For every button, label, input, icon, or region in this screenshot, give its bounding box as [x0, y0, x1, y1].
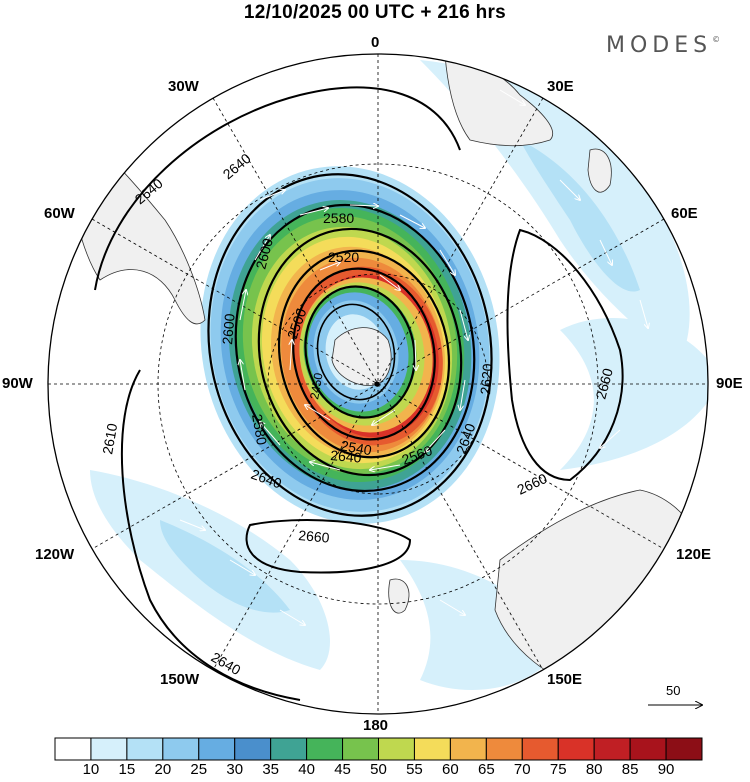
colorbar-swatch [234, 737, 272, 761]
lon-label-180: 180 [363, 717, 389, 734]
colorbar-tick-label: 50 [370, 761, 387, 778]
colorbar-tick-label: 80 [585, 761, 603, 778]
colorbar-swatch [342, 737, 379, 761]
lon-label-120e: 120E [676, 546, 712, 563]
colorbar-tick-label: 60 [442, 761, 459, 778]
wind-shading-outer [560, 318, 708, 470]
land-south-america [59, 119, 206, 325]
colorbar-tick-label: 25 [190, 761, 208, 778]
contour-label: 2600 [219, 313, 238, 346]
lon-label-150e: 150E [547, 671, 583, 688]
contour-label: 2640 [330, 447, 363, 466]
colorbar-swatch [413, 737, 451, 761]
wind-scale-label: 50 [666, 683, 681, 698]
colorbar-tick-label: 20 [154, 761, 172, 778]
lon-label-60e: 60E [671, 205, 698, 222]
brand-logo: MODES© [606, 33, 721, 58]
land-madagascar [587, 148, 612, 193]
colorbar-swatch [126, 737, 164, 761]
colorbar-swatch [378, 737, 415, 761]
colorbar-swatch [270, 737, 308, 761]
colorbar-tick-label: 35 [262, 761, 279, 778]
colorbar [54, 737, 703, 761]
colorbar-swatch [449, 737, 487, 761]
colorbar-swatch [198, 737, 236, 761]
lon-label-30w: 30W [168, 78, 199, 95]
contour-label: 2660 [592, 366, 616, 400]
land-antarctica [331, 327, 392, 386]
contour-label: 2580 [249, 413, 270, 447]
lon-label-90w: 90W [2, 375, 33, 392]
contour-label: 2450 [307, 371, 325, 400]
contour-label: 2660 [515, 470, 550, 498]
pole-marker [374, 381, 380, 387]
chart-title: 12/10/2025 00 UTC + 216 hrs [243, 2, 507, 23]
contour-label: 2660 [298, 527, 331, 546]
colorbar-swatch [557, 737, 595, 761]
lon-label-60w: 60W [44, 205, 75, 222]
contour-label: 2600 [252, 236, 276, 270]
colorbar-swatch [629, 737, 667, 761]
colorbar-tick-label: 30 [226, 761, 244, 778]
colorbar-swatch [521, 737, 559, 761]
lon-label-0: 0 [371, 34, 380, 51]
contour-label: 2580 [323, 210, 354, 226]
colorbar-swatch [485, 737, 523, 761]
colorbar-tick-label: 85 [621, 761, 639, 778]
colorbar-tick-label: 90 [657, 761, 675, 778]
land-new-zealand [388, 578, 410, 614]
contour-label: 2640 [209, 649, 244, 679]
lon-label-150w: 150W [160, 671, 200, 688]
colorbar-swatch [665, 737, 703, 761]
colorbar-tick-label: 40 [298, 761, 315, 778]
colorbar-swatch [306, 737, 344, 761]
wind-shading-outer [400, 560, 560, 690]
wind-shading-outer [160, 520, 290, 613]
colorbar-tick-label: 65 [477, 761, 495, 778]
colorbar-tick-label: 10 [82, 761, 100, 778]
contour-label: 2520 [328, 249, 359, 265]
contour-label: 2610 [99, 422, 120, 456]
lon-label-90e: 90E [716, 375, 743, 392]
colorbar-tick-label: 15 [118, 761, 136, 778]
contour-label: 2620 [477, 363, 496, 396]
wind-shading-outer [520, 140, 640, 292]
colorbar-tick-label: 75 [549, 761, 567, 778]
colorbar-swatch [162, 737, 200, 761]
lon-label-120w: 120W [35, 546, 75, 563]
contour-label: 2640 [220, 150, 254, 182]
contour-label: 2540 [339, 437, 373, 458]
contours [94, 86, 624, 701]
colorbar-tick-label: 70 [513, 761, 531, 778]
colorbar-swatch [593, 737, 631, 761]
lon-label-30e: 30E [547, 78, 574, 95]
colorbar-tick-label: 55 [406, 761, 423, 778]
colorbar-swatch [90, 737, 128, 761]
colorbar-swatch [54, 737, 92, 761]
colorbar-tick-label: 45 [334, 761, 351, 778]
wind-vectors [179, 89, 648, 625]
